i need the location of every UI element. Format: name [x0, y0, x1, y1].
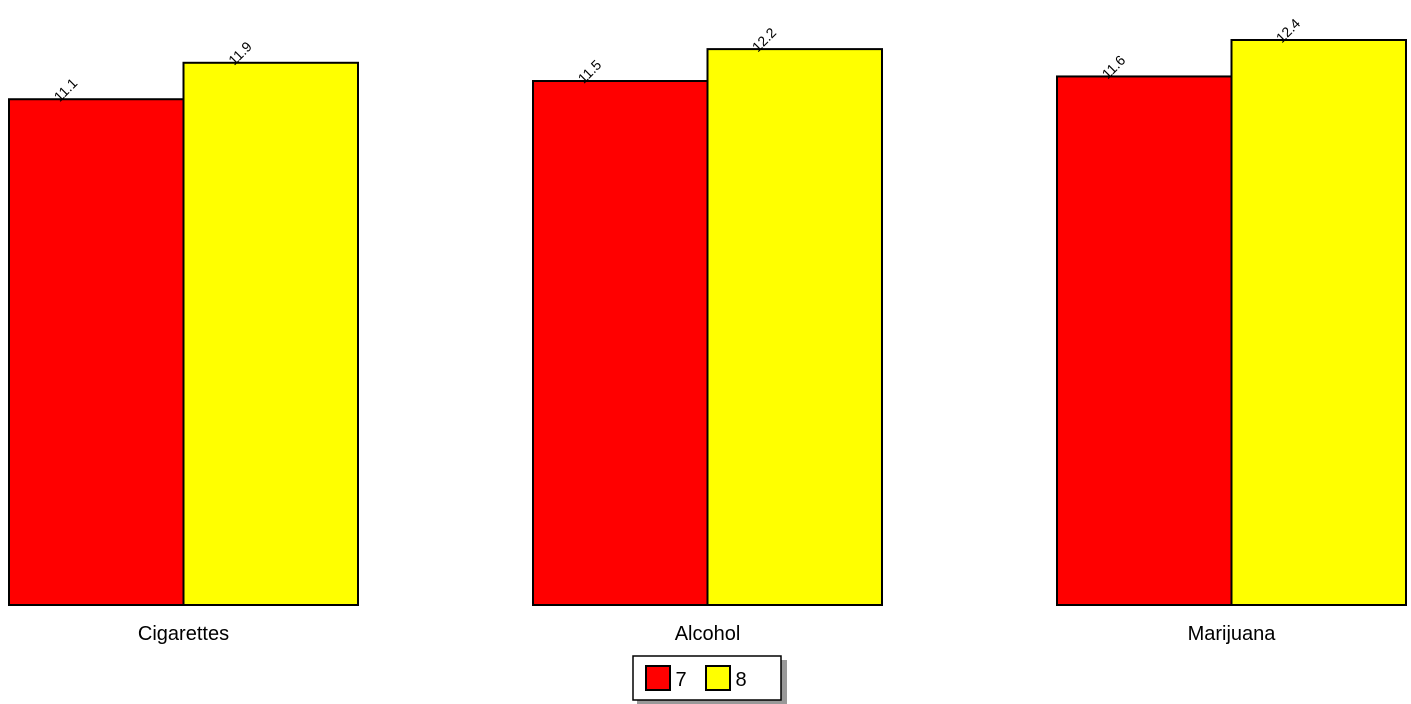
category-labels-layer: Cigarettes Alcohol Marijuana	[138, 623, 1276, 645]
category-label-alcohol: Alcohol	[675, 623, 741, 645]
legend-label-series-8: 8	[735, 669, 746, 691]
category-label-marijuana: Marijuana	[1188, 623, 1277, 645]
bar-cigarettes-series-7	[9, 99, 184, 605]
legend-swatch-series-8	[706, 666, 730, 690]
bar-marijuana-series-7	[1057, 76, 1232, 605]
bar-cigarettes-series-8	[184, 63, 359, 605]
legend-label-series-7: 7	[675, 669, 686, 691]
category-label-cigarettes: Cigarettes	[138, 623, 229, 645]
bar-marijuana-series-8	[1232, 40, 1407, 605]
legend-swatch-series-7	[646, 666, 670, 690]
bar-alcohol-series-8	[708, 49, 883, 605]
bars-layer	[9, 40, 1406, 605]
bar-alcohol-series-7	[533, 81, 708, 605]
